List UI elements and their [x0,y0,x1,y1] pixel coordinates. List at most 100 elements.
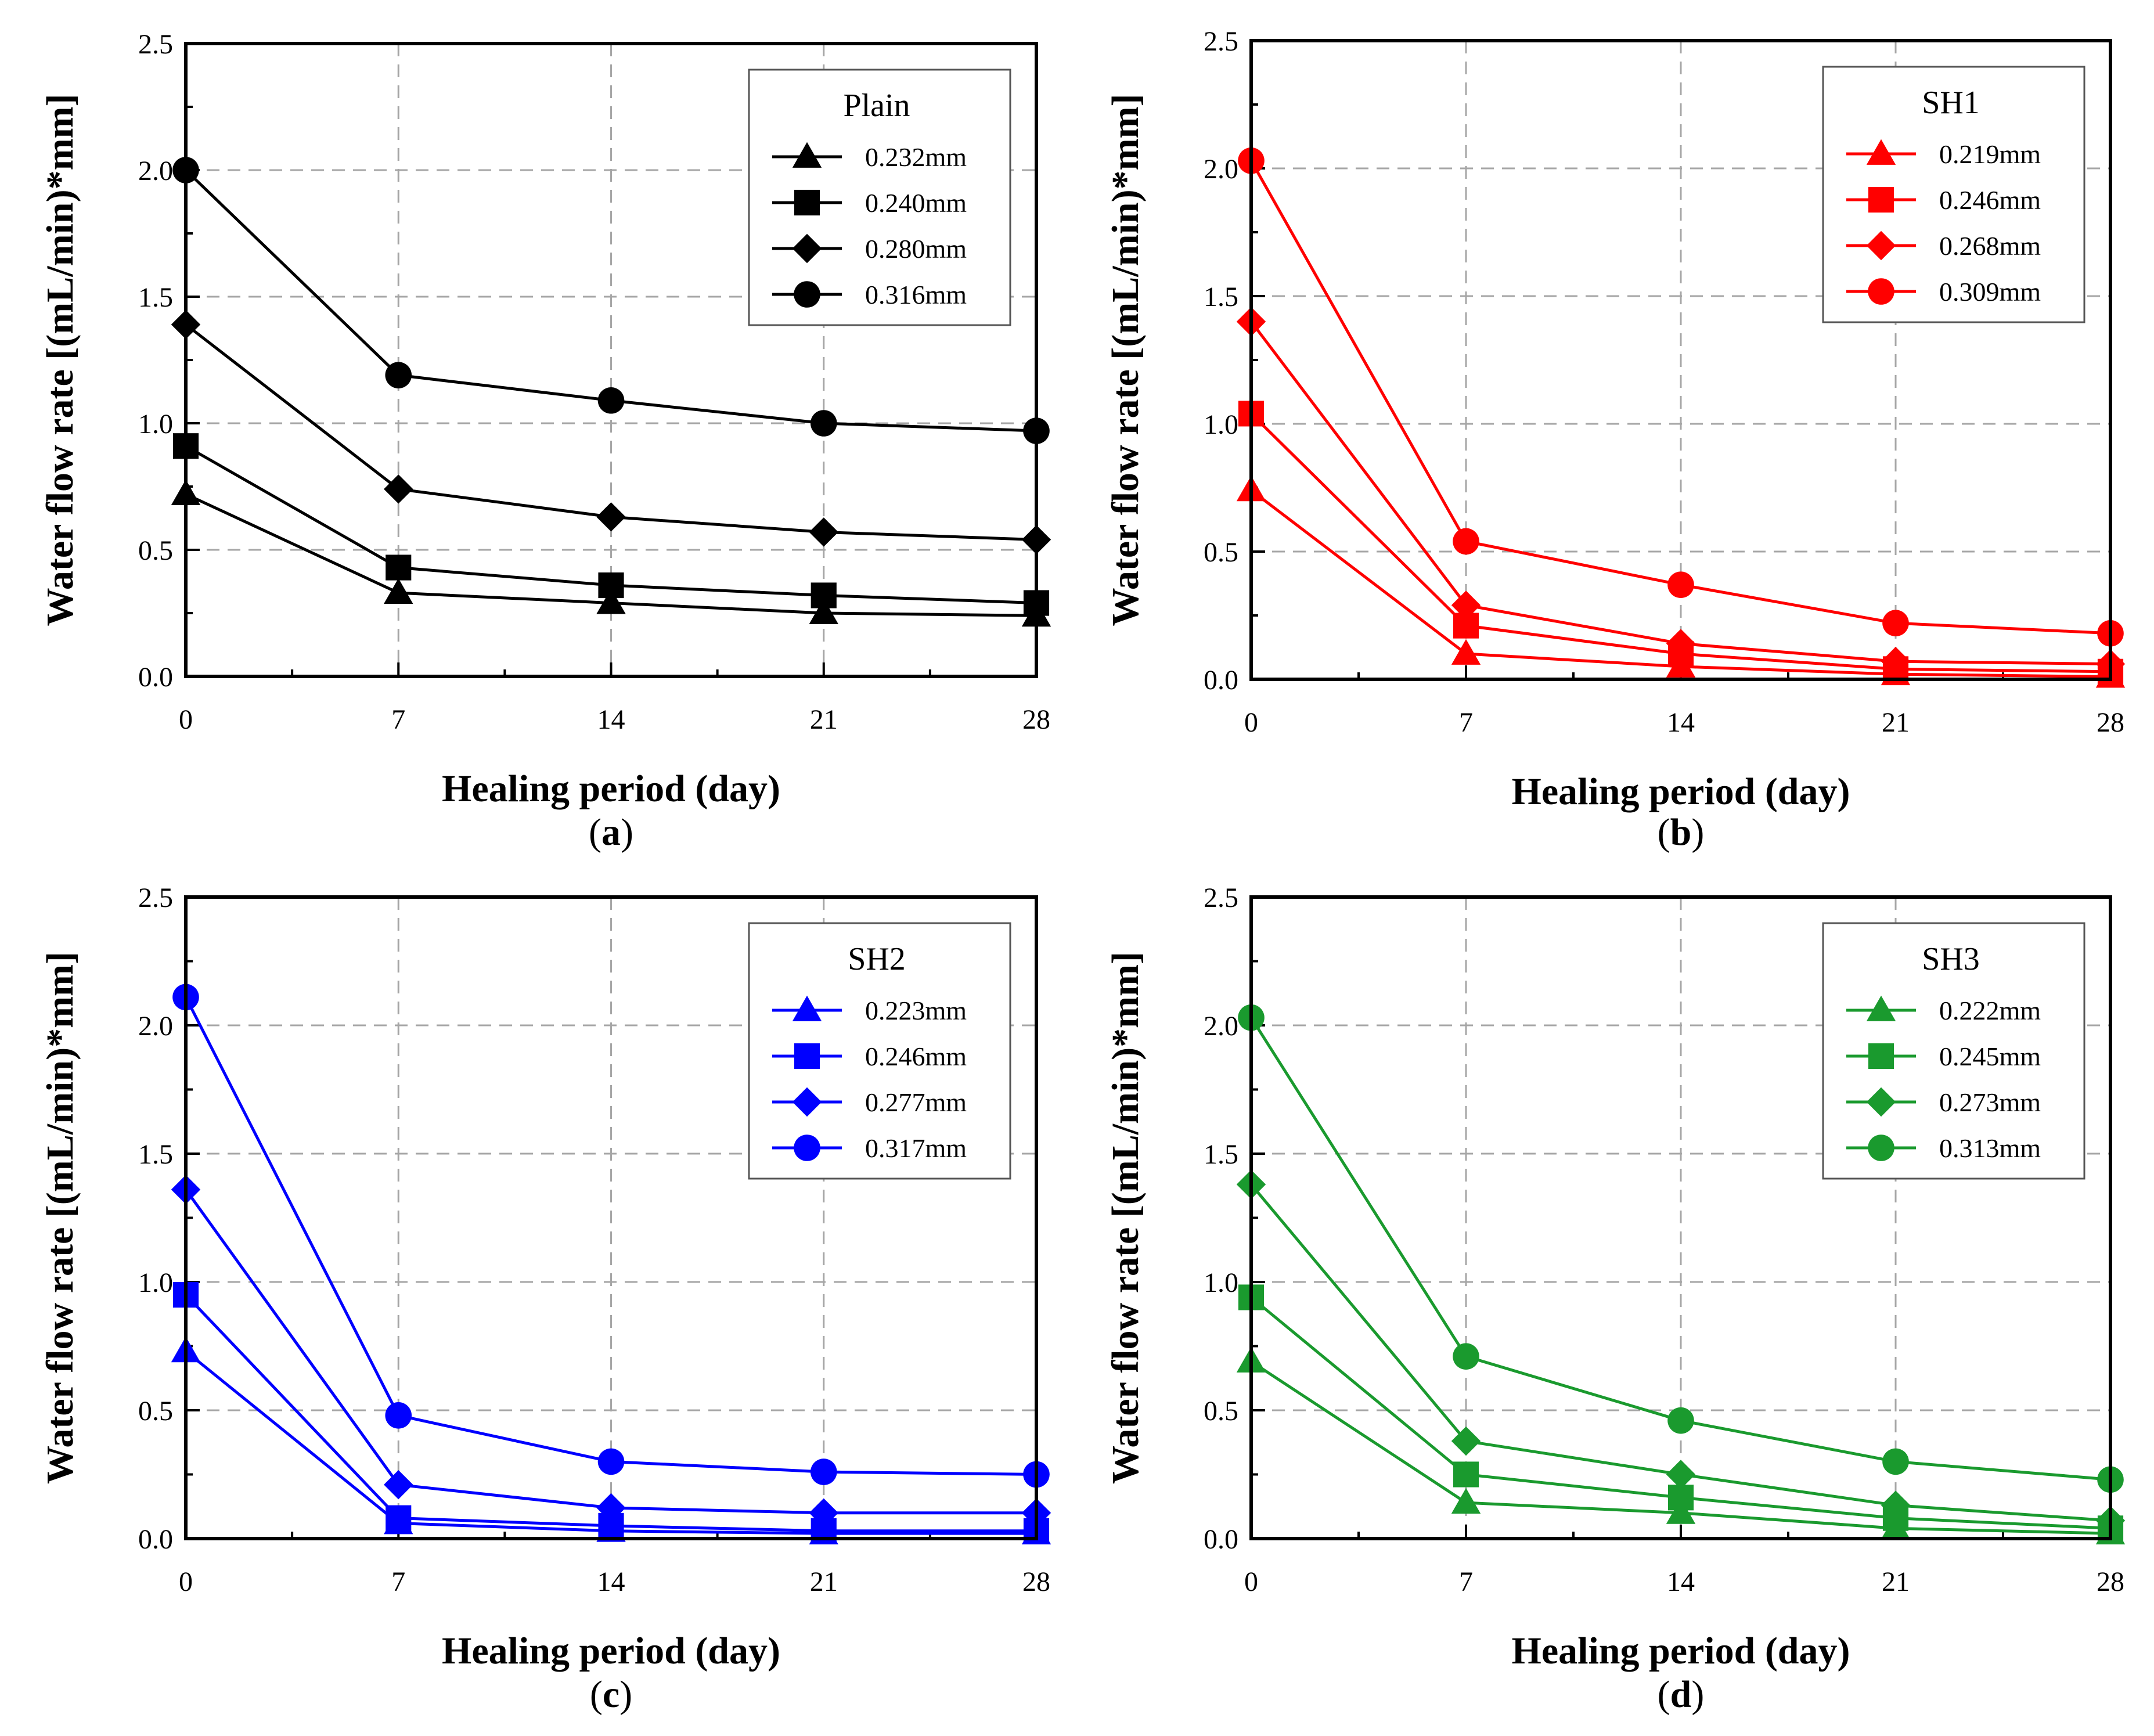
series-0.273mm [1236,1169,2126,1536]
y-tick-label: 1.5 [1204,282,1238,312]
data-point-circle [1667,1407,1694,1434]
panel-caption-letter: c [603,1673,619,1716]
x-tick-label: 7 [1459,707,1473,738]
panel-b: 0 7 14 21 28 0.0 0.5 1.0 1.5 2.0 2.5 SH1 0.219mm 0.24… [1104,26,2126,853]
data-point-diamond [1451,590,1481,620]
panel-d: 0 7 14 21 28 0.0 0.5 1.0 1.5 2.0 2.5 SH3 0.222mm 0.24… [1104,883,2126,1716]
y-tick-label: 2.5 [1204,26,1238,57]
legend-marker-diamond [792,233,822,264]
data-point-triangle [809,598,838,624]
legend-label: 0.317mm [865,1133,967,1163]
x-tick-label: 14 [1667,707,1695,738]
y-tick-label: 2.0 [138,156,173,186]
data-point-circle [1882,1448,1909,1475]
y-tick-label: 0.0 [1204,665,1238,696]
legend-marker-circle [794,281,820,308]
legend-box [1822,66,2085,323]
data-point-diamond [1666,629,1696,658]
y-axis-title: Water flow rate [(mL/min)*mm] [1104,952,1147,1484]
y-tick-label: 0.0 [1204,1524,1238,1555]
data-point-diamond [1881,647,1911,676]
y-tick-label: 1.5 [1204,1139,1238,1170]
x-tick-label: 21 [810,1566,838,1597]
y-axis-title: Water flow rate [(mL/min)*mm] [39,952,81,1484]
y-tick-label: 0.0 [138,662,173,693]
x-tick-label: 7 [1459,1566,1473,1597]
y-tick-label: 2.0 [1204,154,1238,185]
legend-label: 0.313mm [1939,1133,2041,1163]
plot-frame [1249,39,2112,681]
legend: SH1 0.219mm 0.246mm 0.268mm 0.309mm [1822,66,2085,323]
data-point-diamond [809,1498,838,1528]
legend-marker-triangle [1866,139,1896,165]
x-tick-label: 14 [1667,1566,1695,1597]
plot-frame [184,42,1038,678]
y-tick-label: 0.5 [1204,537,1238,568]
y-tick-label: 0.5 [138,1396,173,1427]
legend-label: 0.246mm [1939,185,2041,215]
x-tick-label: 21 [1882,1566,1910,1597]
x-tick-label: 7 [391,1566,405,1597]
x-axis-title: Healing period (day) [1511,1630,1850,1672]
data-point-circle [1667,571,1694,598]
data-point-diamond [1881,1490,1911,1520]
y-tick-label: 2.5 [138,883,173,913]
data-point-square [386,554,412,581]
legend-marker-triangle [792,142,822,168]
x-tick-label: 7 [391,704,405,735]
data-point-diamond [1451,1426,1481,1456]
legend-marker-diamond [792,1087,822,1117]
legend-label: 0.232mm [865,142,967,172]
plot-frame [184,895,1038,1540]
legend: Plain 0.232mm 0.240mm 0.280mm 0.316mm [748,69,1011,326]
data-point-diamond [1666,1460,1696,1489]
data-point-square [811,582,837,608]
legend-marker-triangle [792,995,822,1021]
y-tick-label: 1.5 [138,1139,173,1170]
legend-marker-square [1868,186,1894,213]
data-point-circle [810,1458,837,1485]
legend-marker-circle [1868,1134,1894,1161]
legend-title: SH1 [1922,85,1980,121]
panel-c: 0 7 14 21 28 0.0 0.5 1.0 1.5 2.0 2.5 SH2 0.223mm 0.24… [39,883,1051,1716]
legend-box [1822,922,2085,1180]
legend-box [748,69,1011,326]
data-point-triangle [1451,1488,1481,1514]
x-tick-label: 28 [2097,1566,2124,1597]
legend-label: 0.277mm [865,1087,967,1117]
x-tick-label: 0 [1244,707,1258,738]
y-tick-label: 2.0 [1204,1011,1238,1042]
y-tick-label: 1.0 [138,1267,173,1298]
plot-frame [1249,895,2112,1540]
legend-box [748,922,1011,1180]
data-point-circle [597,387,625,414]
legend-marker-diamond [1866,1087,1896,1117]
data-point-triangle [384,578,413,604]
y-tick-label: 2.5 [1204,883,1238,913]
series-0.313mm [1238,1004,2124,1493]
legend-marker-diamond [1866,230,1896,261]
data-point-square [386,1505,412,1531]
data-point-circle [597,1448,625,1475]
data-point-circle [1453,528,1479,555]
legend-marker-triangle [1866,995,1896,1021]
data-point-circle [385,1402,412,1429]
legend-label: 0.268mm [1939,231,2041,261]
data-point-circle [1882,610,1909,636]
y-tick-label: 0.5 [1204,1396,1238,1427]
y-tick-label: 1.0 [1204,1267,1238,1298]
panel-caption-letter: b [1670,811,1692,853]
legend-marker-square [794,1043,820,1069]
y-tick-label: 0.0 [138,1524,173,1555]
series-0.246mm [172,1282,1050,1544]
panel-caption: (b) [1658,811,1705,853]
legend-title: SH3 [1922,941,1980,977]
legend-label: 0.280mm [865,234,967,264]
legend-label: 0.222mm [1939,996,2041,1025]
legend-title: SH2 [848,941,906,977]
x-tick-label: 28 [2097,707,2124,738]
x-axis-title: Healing period (day) [442,1630,780,1672]
legend-label: 0.309mm [1939,277,2041,307]
legend: SH2 0.223mm 0.246mm 0.277mm 0.317mm [748,922,1011,1180]
